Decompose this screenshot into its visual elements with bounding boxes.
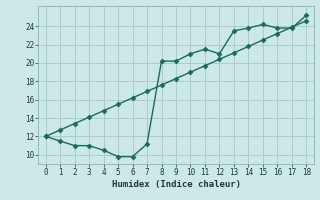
X-axis label: Humidex (Indice chaleur): Humidex (Indice chaleur) [111, 180, 241, 189]
